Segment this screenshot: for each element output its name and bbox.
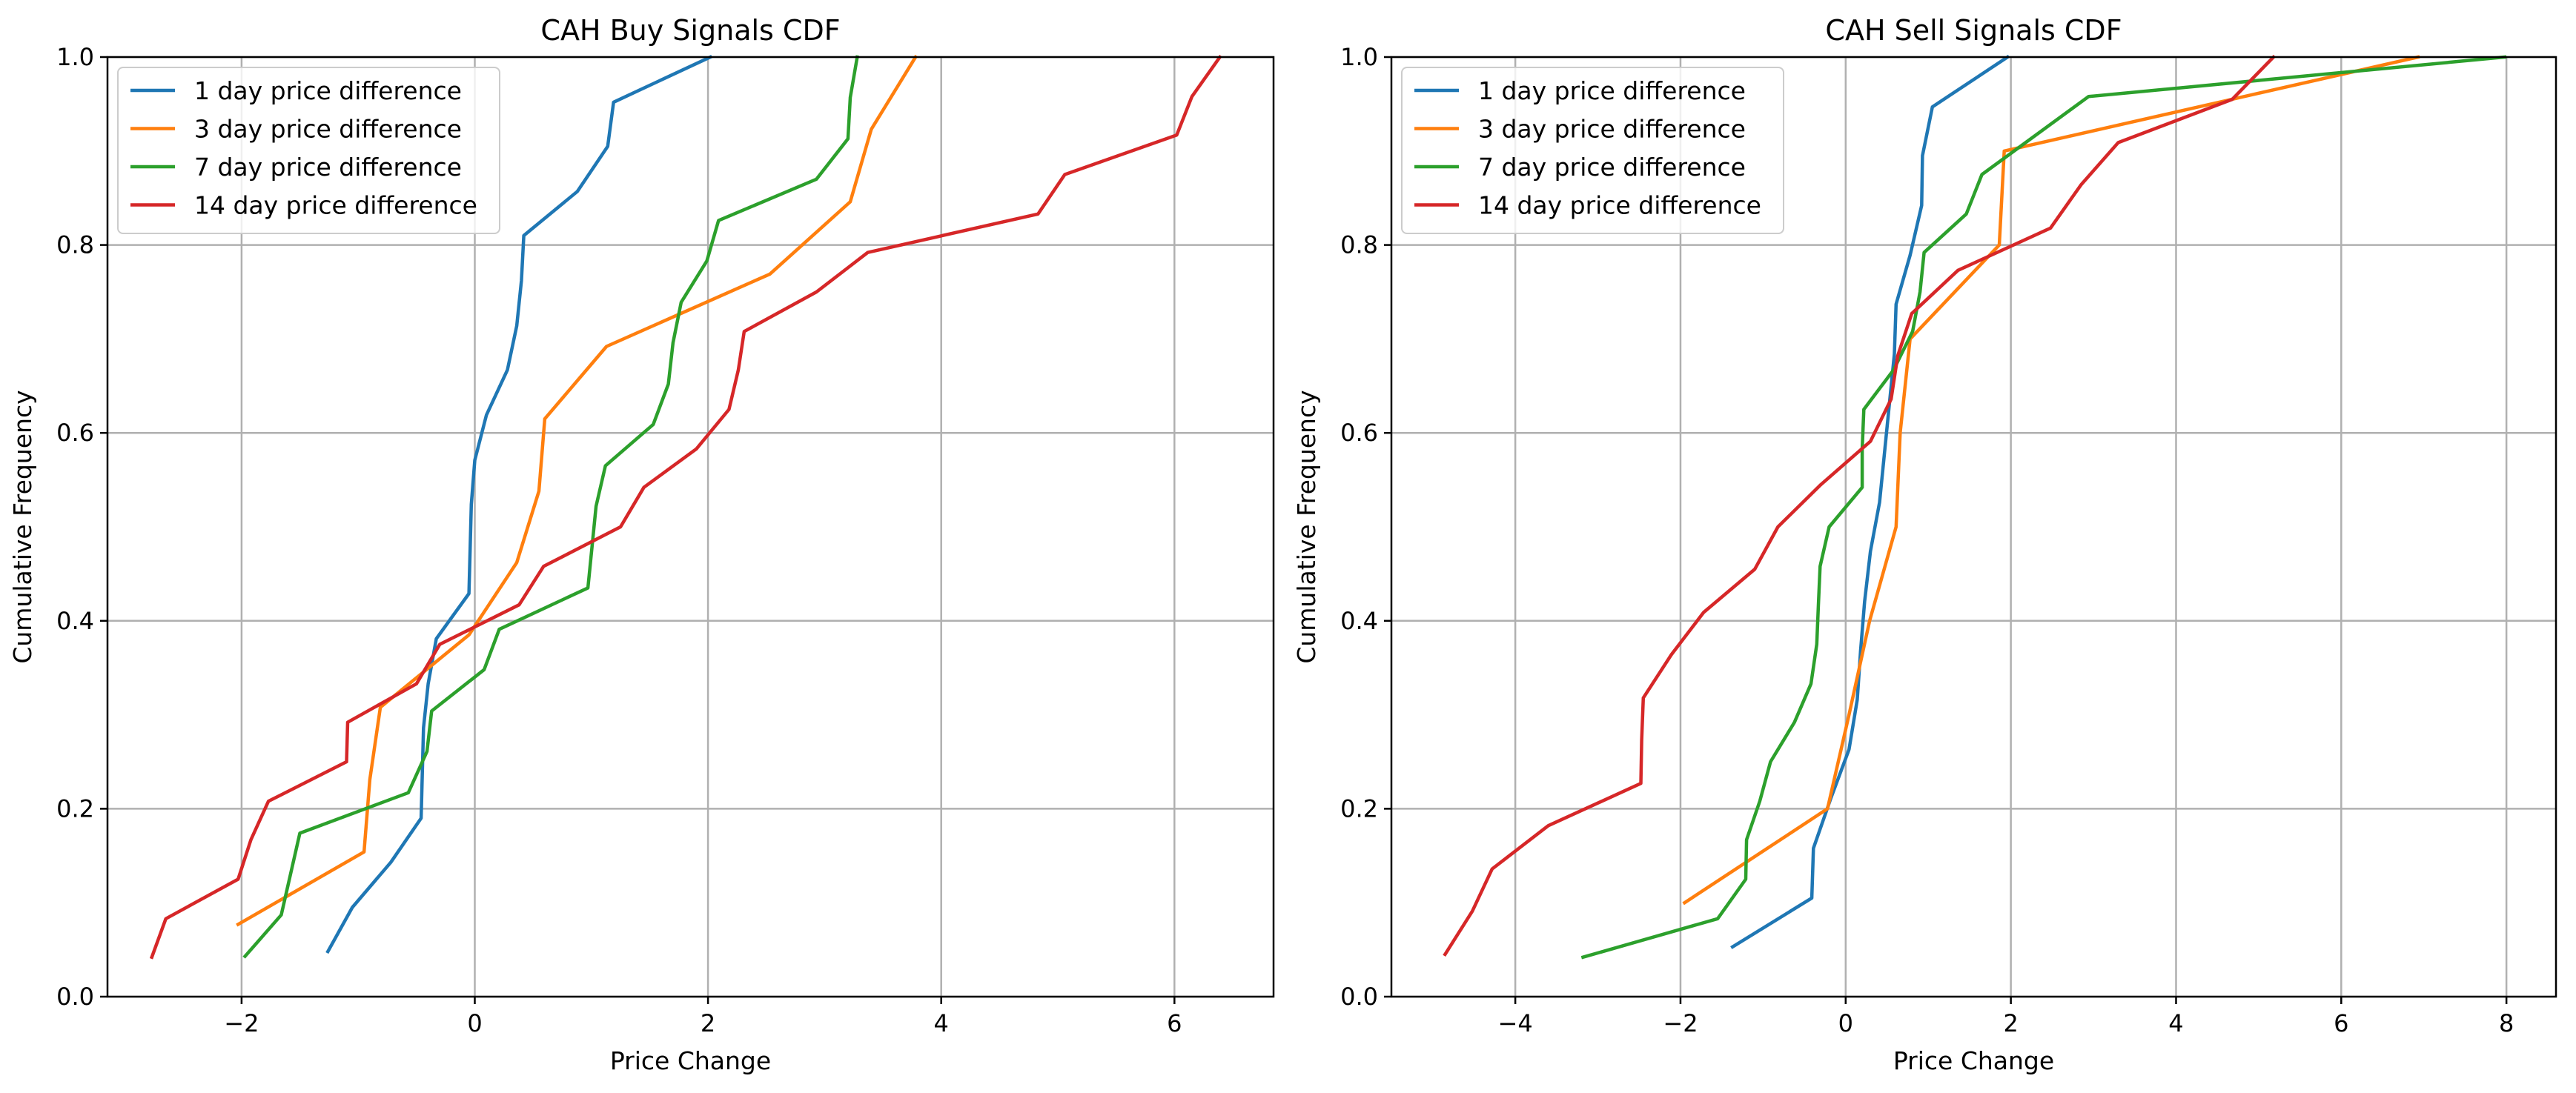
chart-title: CAH Buy Signals CDF — [540, 14, 840, 47]
y-axis-label: Cumulative Frequency — [8, 390, 37, 663]
legend-label: 7 day price difference — [194, 153, 462, 182]
x-axis-label: Price Change — [1893, 1046, 2054, 1075]
series-lines — [1443, 54, 2507, 960]
legend: 1 day price difference 3 day price differ… — [1401, 67, 1784, 234]
x-tick-label: −4 — [1498, 1009, 1533, 1037]
series-line-3 — [242, 55, 859, 959]
x-tick-label: 0 — [467, 1009, 482, 1037]
x-tick-label: 6 — [2334, 1009, 2348, 1037]
y-tick-label: 0.6 — [56, 419, 94, 447]
y-tick-label: 0.4 — [1340, 607, 1378, 635]
sell-signals-panel: CAH Sell Signals CDF Price Change Cumula… — [1292, 14, 2557, 1075]
x-axis-label: Price Change — [610, 1046, 771, 1075]
legend-label: 3 day price difference — [194, 115, 462, 144]
ticks: −2 0 2 4 6 0.0 0.2 0.4 0.6 0.8 1.0 — [56, 43, 1182, 1037]
y-tick-label: 0.0 — [56, 983, 94, 1011]
x-tick-label: 8 — [2499, 1009, 2514, 1037]
legend-label: 14 day price difference — [1478, 191, 1761, 220]
series-line-4 — [149, 54, 1222, 960]
legend-label: 14 day price difference — [194, 191, 477, 220]
y-tick-label: 0.2 — [1340, 794, 1378, 823]
x-tick-label: 6 — [1167, 1009, 1182, 1037]
x-tick-label: −2 — [224, 1009, 259, 1037]
x-tick-label: 4 — [2168, 1009, 2183, 1037]
y-tick-label: 0.4 — [56, 607, 94, 635]
legend-label: 1 day price difference — [194, 76, 462, 105]
y-axis-label: Cumulative Frequency — [1292, 390, 1321, 663]
legend-box — [1401, 67, 1784, 234]
x-tick-label: 4 — [934, 1009, 949, 1037]
buy-signals-panel: CAH Buy Signals CDF Price Change Cumulat… — [8, 14, 1275, 1075]
chart-title: CAH Sell Signals CDF — [1825, 14, 2122, 47]
y-tick-label: 0.8 — [1340, 231, 1378, 259]
y-tick-label: 1.0 — [1340, 43, 1378, 71]
x-tick-label: 2 — [701, 1009, 715, 1037]
ticks: −4 −2 0 2 4 6 8 0.0 0.2 0.4 0.6 0.8 1.0 — [1340, 43, 2514, 1037]
legend: 1 day price difference 3 day price differ… — [117, 67, 500, 234]
x-tick-label: 2 — [2003, 1009, 2018, 1037]
x-tick-label: −2 — [1663, 1009, 1698, 1037]
plot-frame — [106, 56, 1275, 998]
series-line-4 — [1443, 54, 2277, 957]
legend-label: 7 day price difference — [1478, 153, 1746, 182]
legend-label: 1 day price difference — [1478, 76, 1746, 105]
plot-frame — [1390, 56, 2557, 998]
legend-box — [117, 67, 500, 234]
x-tick-label: 0 — [1838, 1009, 1853, 1037]
y-tick-label: 1.0 — [56, 43, 94, 71]
y-tick-label: 0.8 — [56, 231, 94, 259]
y-tick-label: 0.6 — [1340, 419, 1378, 447]
y-tick-label: 0.2 — [56, 794, 94, 823]
y-tick-label: 0.0 — [1340, 983, 1378, 1011]
series-line-2 — [1682, 55, 2420, 906]
series-lines — [149, 54, 1222, 960]
series-line-1 — [325, 55, 713, 954]
series-line-3 — [1580, 55, 2507, 960]
legend-label: 3 day price difference — [1478, 115, 1746, 144]
series-line-2 — [236, 54, 918, 927]
